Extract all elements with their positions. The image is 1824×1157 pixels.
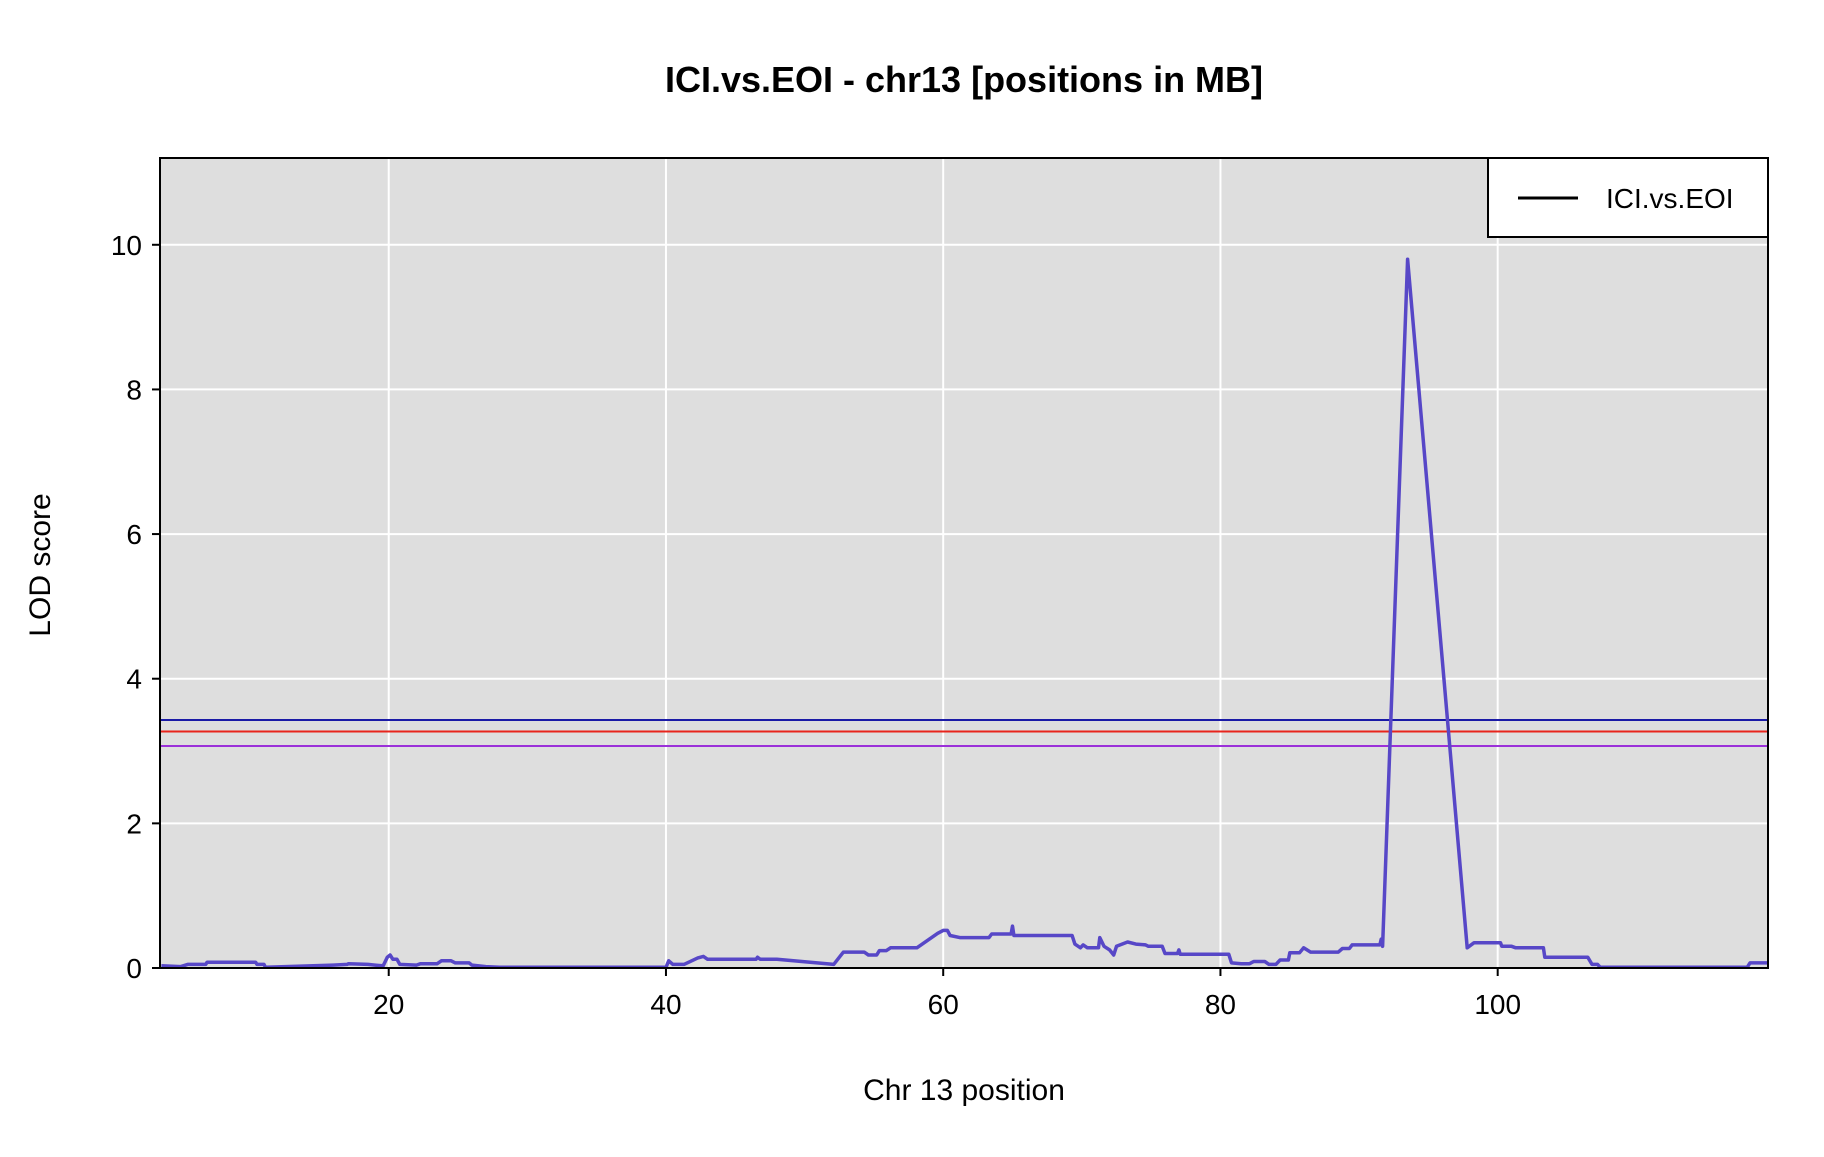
legend: ICI.vs.EOI — [1487, 157, 1769, 238]
y-axis-ticks: 0 2 4 6 8 10 — [111, 230, 160, 984]
threshold-lines — [160, 718, 1768, 747]
y-tick-label: 10 — [111, 230, 142, 261]
plot-area — [160, 158, 1768, 968]
x-axis-label: Chr 13 position — [863, 1074, 1065, 1107]
y-axis-label: LOD score — [24, 493, 57, 636]
legend-entry: ICI.vs.EOI — [1606, 183, 1734, 214]
y-tick-label: 8 — [126, 374, 142, 405]
x-tick-label: 20 — [373, 989, 404, 1020]
plot-border — [159, 157, 1769, 969]
legend-box — [1487, 157, 1769, 238]
y-tick-label: 4 — [126, 664, 142, 695]
x-tick-label: 100 — [1474, 989, 1521, 1020]
x-tick-label: 80 — [1205, 989, 1236, 1020]
x-tick-label: 40 — [650, 989, 681, 1020]
y-tick-label: 0 — [126, 953, 142, 984]
y-tick-label: 6 — [126, 519, 142, 550]
x-tick-label: 60 — [928, 989, 959, 1020]
series-line — [161, 257, 1768, 970]
x-axis-ticks: 20 40 60 80 100 — [373, 968, 1521, 1020]
chart-title: ICI.vs.EOI - chr13 [positions in MB] — [665, 59, 1263, 100]
y-tick-label: 2 — [126, 808, 142, 839]
series-layer — [161, 257, 1768, 970]
